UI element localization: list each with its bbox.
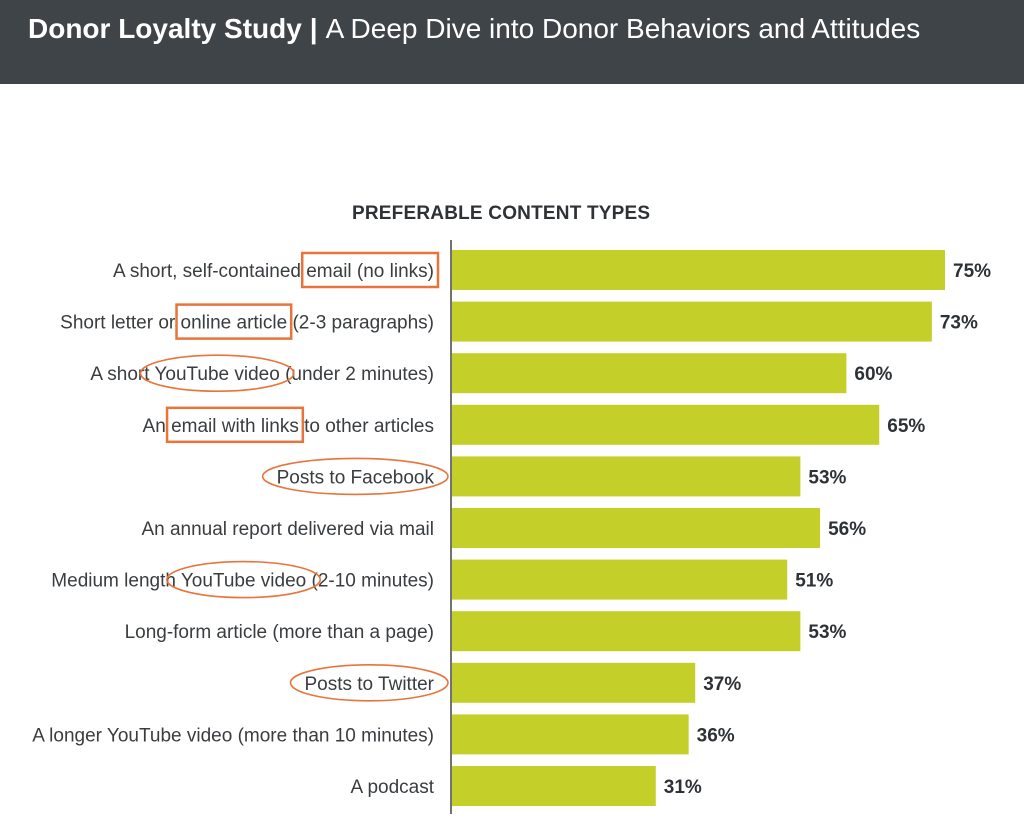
category-label: Posts to Twitter	[304, 674, 434, 695]
study-title: Donor Loyalty Study	[28, 13, 302, 44]
bar	[452, 250, 945, 290]
value-label: 36%	[697, 725, 735, 746]
value-label: 73%	[940, 313, 978, 334]
value-label: 51%	[795, 571, 833, 592]
value-label: 53%	[808, 622, 846, 643]
highlight-box	[165, 406, 305, 444]
bar	[452, 301, 932, 342]
bar	[452, 508, 821, 548]
bar	[452, 456, 801, 497]
category-label: Short letter or online article (2-3 para…	[60, 313, 434, 334]
highlight-ellipse	[261, 457, 449, 496]
category-label: A longer YouTube video (more than 10 min…	[32, 725, 434, 746]
title-separator: |	[309, 13, 318, 44]
highlight-ellipse	[166, 560, 322, 599]
value-label: 53%	[808, 467, 846, 488]
category-label: Long-form article (more than a page)	[125, 622, 434, 643]
highlight-ellipse	[139, 354, 295, 393]
chart-title: PREFERABLE CONTENT TYPES	[352, 203, 651, 224]
highlight-ellipse	[289, 663, 449, 702]
value-label: 37%	[703, 674, 741, 695]
bar	[452, 662, 696, 703]
category-label: An email with links to other articles	[143, 416, 434, 437]
category-label: Medium length YouTube video (2-10 minute…	[51, 571, 434, 592]
highlight-box	[175, 303, 293, 340]
bar	[452, 353, 847, 394]
header-title: Donor Loyalty Study | A Deep Dive into Don…	[28, 12, 920, 46]
bar	[452, 766, 656, 806]
value-label: 75%	[953, 261, 991, 282]
bar	[452, 404, 880, 445]
category-label: A short, self-contained email (no links)	[113, 261, 434, 282]
value-label: 65%	[887, 416, 925, 437]
bar	[452, 714, 689, 755]
study-subtitle: A Deep Dive into Donor Behaviors and Att…	[325, 13, 921, 44]
header-banner: Donor Loyalty Study | A Deep Dive into Don…	[0, 0, 1024, 84]
highlight-box	[300, 251, 440, 289]
bar	[452, 611, 801, 652]
category-label: An annual report delivered via mail	[141, 519, 434, 540]
value-label: 31%	[664, 777, 702, 798]
category-label: Posts to Facebook	[277, 467, 435, 488]
value-label: 60%	[854, 364, 892, 385]
bar	[452, 559, 788, 600]
value-label: 56%	[828, 519, 866, 540]
category-label: A podcast	[351, 777, 435, 798]
category-label: A short YouTube video (under 2 minutes)	[90, 364, 434, 385]
